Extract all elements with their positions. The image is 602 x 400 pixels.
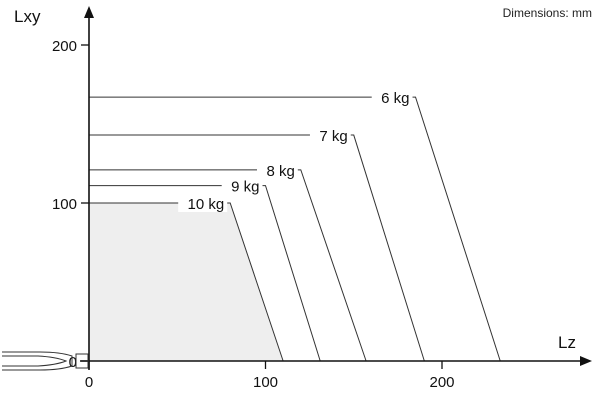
x-tick-label: 200 [429,374,454,391]
series-label-7-kg: 7 kg [319,128,347,145]
gripper-icon [2,351,89,371]
y-axis-label: Lxy [14,7,41,26]
y-axis-arrow [84,6,94,18]
series-lines [89,96,501,362]
ticks: 0 100 200 0 100 200 [52,38,455,391]
series-line-6-kg [89,96,501,362]
x-tick-label: 100 [253,374,278,391]
dimensions-note: Dimensions: mm [502,6,592,20]
series-label-6-kg: 6 kg [381,90,409,107]
series-label-bg-9-kg [221,176,263,195]
y-tick-label: 0 [69,354,77,371]
axes [80,6,592,370]
series-label-9-kg: 9 kg [231,179,259,196]
x-axis-arrow [580,356,592,366]
series-line-7-kg [89,134,425,362]
series-label-8-kg: 8 kg [266,163,294,180]
rated-load-area [89,203,284,361]
series-line-8-kg [89,169,367,362]
series-label-10-kg: 10 kg [187,196,224,213]
series-line-10-kg [89,202,284,362]
series-label-bg-8-kg [257,160,298,179]
y-tick-label: 200 [52,38,77,55]
series-label-bg-10-kg [178,194,228,212]
y-tick-label: 100 [52,196,77,213]
series-label-bg-6-kg [371,88,413,107]
series-label-bg-7-kg [309,126,351,145]
series-line-9-kg [89,185,321,362]
series-labels: 10 kg 9 kg 8 kg 7 kg 6 kg [178,88,413,213]
x-tick-label: 0 [85,374,93,391]
x-axis-label: Lz [558,333,576,352]
